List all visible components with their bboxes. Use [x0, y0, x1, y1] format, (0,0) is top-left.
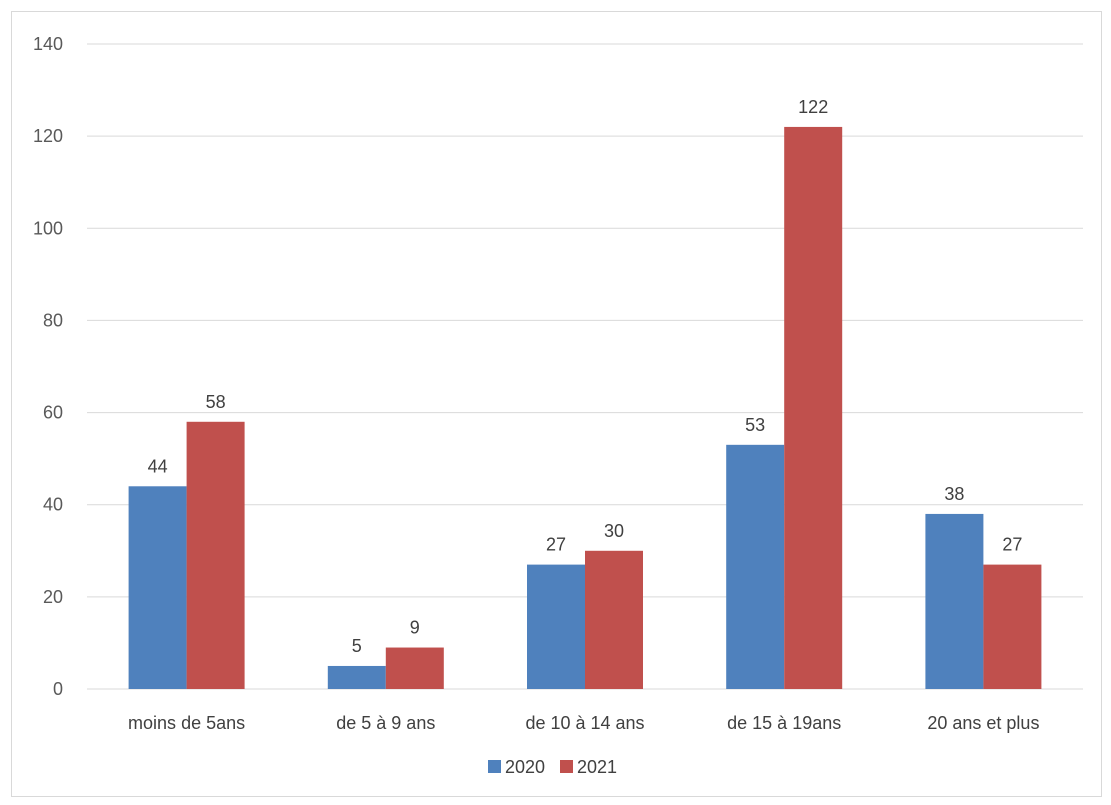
y-tick-label: 120 [33, 126, 63, 146]
category-label: de 10 à 14 ans [525, 713, 644, 733]
legend-label: 2021 [577, 757, 617, 777]
data-label: 27 [546, 535, 566, 555]
bar-2020-5 [925, 513, 984, 689]
bar-2020-3 [527, 564, 585, 689]
y-tick-label: 80 [43, 310, 63, 330]
category-label: de 15 à 19ans [727, 713, 841, 733]
bar-2021-5 [983, 564, 1042, 689]
y-tick-label: 0 [53, 679, 63, 699]
category-label: moins de 5ans [128, 713, 245, 733]
bar-2021-2 [385, 647, 444, 689]
bar-2020-1 [128, 486, 187, 689]
y-tick-label: 60 [43, 403, 63, 423]
y-tick-label: 140 [33, 34, 63, 54]
bar-2020-2 [327, 665, 386, 689]
data-label: 27 [1002, 535, 1022, 555]
data-label: 44 [148, 456, 168, 476]
data-label: 38 [944, 484, 964, 504]
bar-2021-1 [186, 421, 245, 689]
legend-swatch [560, 760, 573, 773]
data-label: 53 [745, 415, 765, 435]
data-label: 30 [604, 521, 624, 541]
y-tick-label: 40 [43, 495, 63, 515]
y-tick-label: 100 [33, 218, 63, 238]
data-label: 58 [206, 392, 226, 412]
bar-2021-4 [784, 126, 843, 689]
data-label: 9 [410, 618, 420, 638]
legend-swatch [488, 760, 501, 773]
data-label: 5 [352, 636, 362, 656]
bar-2021-3 [585, 550, 643, 689]
bar-2020-4 [726, 444, 785, 689]
data-label: 122 [798, 97, 828, 117]
category-label: de 5 à 9 ans [336, 713, 435, 733]
legend-label: 2020 [505, 757, 545, 777]
category-label: 20 ans et plus [927, 713, 1039, 733]
y-tick-label: 20 [43, 587, 63, 607]
